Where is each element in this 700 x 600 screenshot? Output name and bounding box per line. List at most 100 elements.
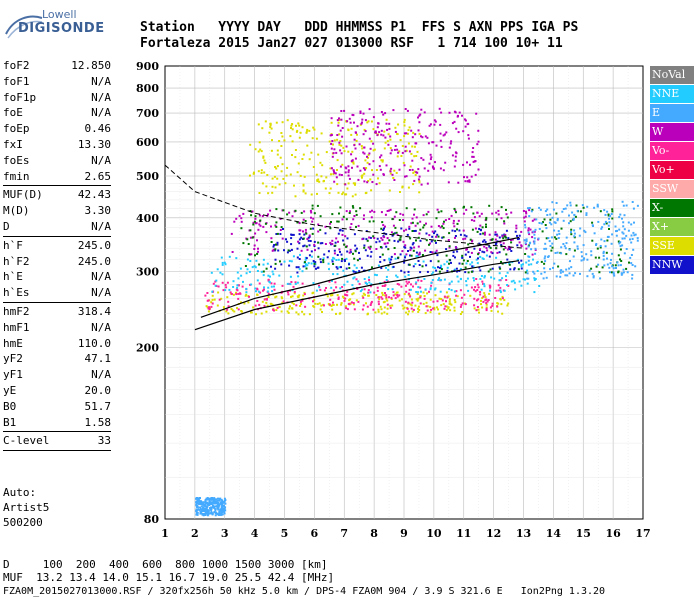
echo-point bbox=[410, 152, 413, 155]
legend-item: SSW bbox=[650, 180, 694, 198]
echo-point bbox=[520, 263, 523, 266]
echo-point bbox=[367, 153, 370, 156]
echo-point bbox=[355, 247, 358, 250]
echo-point bbox=[332, 263, 335, 265]
echo-point bbox=[423, 295, 426, 297]
echo-point bbox=[422, 260, 425, 263]
echo-point bbox=[214, 509, 217, 512]
echo-point bbox=[433, 306, 436, 309]
echo-point bbox=[454, 256, 456, 259]
echo-point bbox=[270, 265, 272, 268]
echo-point bbox=[581, 255, 583, 258]
echo-point bbox=[609, 214, 612, 217]
echo-point bbox=[465, 262, 468, 265]
echo-point bbox=[197, 502, 200, 505]
echo-point bbox=[445, 291, 448, 294]
echo-point bbox=[298, 233, 301, 236]
echo-point bbox=[365, 191, 368, 194]
echo-point bbox=[591, 272, 594, 275]
echo-point bbox=[417, 245, 420, 248]
echo-point bbox=[211, 513, 214, 516]
echo-point bbox=[396, 295, 399, 298]
echo-point bbox=[236, 271, 239, 274]
echo-point bbox=[254, 148, 257, 151]
echo-point bbox=[362, 218, 365, 220]
divider bbox=[3, 301, 111, 303]
echo-point bbox=[469, 238, 472, 241]
echo-point bbox=[328, 303, 331, 306]
echo-point bbox=[198, 499, 201, 502]
echo-point bbox=[454, 155, 457, 158]
echo-point bbox=[412, 171, 415, 174]
echo-point bbox=[428, 243, 430, 246]
echo-point bbox=[307, 262, 310, 265]
param-row: hmF1 N/A bbox=[3, 320, 111, 336]
echo-point bbox=[479, 248, 481, 251]
echo-point bbox=[436, 208, 439, 211]
echo-point bbox=[206, 292, 209, 294]
echo-point bbox=[338, 266, 341, 269]
echo-point bbox=[403, 293, 406, 296]
echo-point bbox=[375, 248, 378, 250]
echo-point bbox=[573, 213, 576, 216]
param-value: 3.30 bbox=[84, 204, 112, 218]
echo-point bbox=[291, 154, 293, 156]
echo-point bbox=[198, 503, 201, 506]
echo-point bbox=[388, 122, 391, 125]
echo-point bbox=[263, 288, 265, 291]
echo-point bbox=[405, 311, 408, 314]
param-value: 47.1 bbox=[84, 352, 112, 366]
echo-point bbox=[385, 294, 388, 297]
echo-point bbox=[283, 249, 285, 252]
param-label: foF1 bbox=[3, 74, 30, 88]
echo-point bbox=[330, 121, 333, 124]
echo-point bbox=[304, 265, 307, 268]
echo-cluster bbox=[240, 204, 630, 274]
echo-point bbox=[438, 277, 441, 280]
echo-point bbox=[270, 225, 272, 228]
param-value: 51.7 bbox=[84, 399, 112, 413]
echo-point bbox=[276, 177, 279, 180]
echo-point bbox=[435, 249, 438, 252]
echo-point bbox=[267, 292, 270, 295]
echo-point bbox=[470, 270, 473, 273]
echo-point bbox=[199, 510, 202, 513]
echo-point bbox=[207, 307, 210, 310]
echo-point bbox=[346, 120, 349, 123]
echo-point bbox=[274, 166, 277, 168]
echo-point bbox=[456, 295, 459, 298]
echo-point bbox=[421, 254, 424, 256]
echo-cluster bbox=[249, 118, 421, 198]
echo-point bbox=[231, 309, 234, 312]
echo-point bbox=[448, 245, 451, 248]
param-row: M(D) 3.30 bbox=[3, 203, 111, 219]
echo-point bbox=[473, 297, 476, 300]
echo-point bbox=[359, 112, 362, 114]
echo-point bbox=[320, 132, 323, 135]
echo-point bbox=[513, 268, 516, 271]
echo-point bbox=[367, 294, 370, 297]
echo-point bbox=[485, 218, 488, 221]
echo-point bbox=[356, 259, 359, 262]
echo-point bbox=[530, 210, 533, 213]
echo-point bbox=[621, 217, 623, 220]
echo-point bbox=[280, 263, 283, 266]
x-tick-label: 2 bbox=[191, 527, 199, 540]
echo-point bbox=[318, 302, 321, 305]
echo-point bbox=[300, 303, 303, 305]
echo-point bbox=[274, 248, 277, 251]
y-tick-label: 80 bbox=[144, 513, 160, 526]
divider bbox=[3, 235, 111, 237]
echo-point bbox=[206, 498, 209, 501]
echo-point bbox=[302, 230, 304, 233]
echo-point bbox=[199, 506, 202, 509]
echo-point bbox=[611, 217, 614, 220]
echo-point bbox=[336, 254, 339, 256]
echo-point bbox=[491, 302, 494, 305]
echo-point bbox=[571, 211, 574, 214]
echo-point bbox=[499, 286, 502, 289]
echo-point bbox=[224, 263, 227, 266]
echo-point bbox=[634, 233, 637, 236]
echo-point bbox=[300, 236, 303, 239]
echo-point bbox=[290, 248, 293, 251]
